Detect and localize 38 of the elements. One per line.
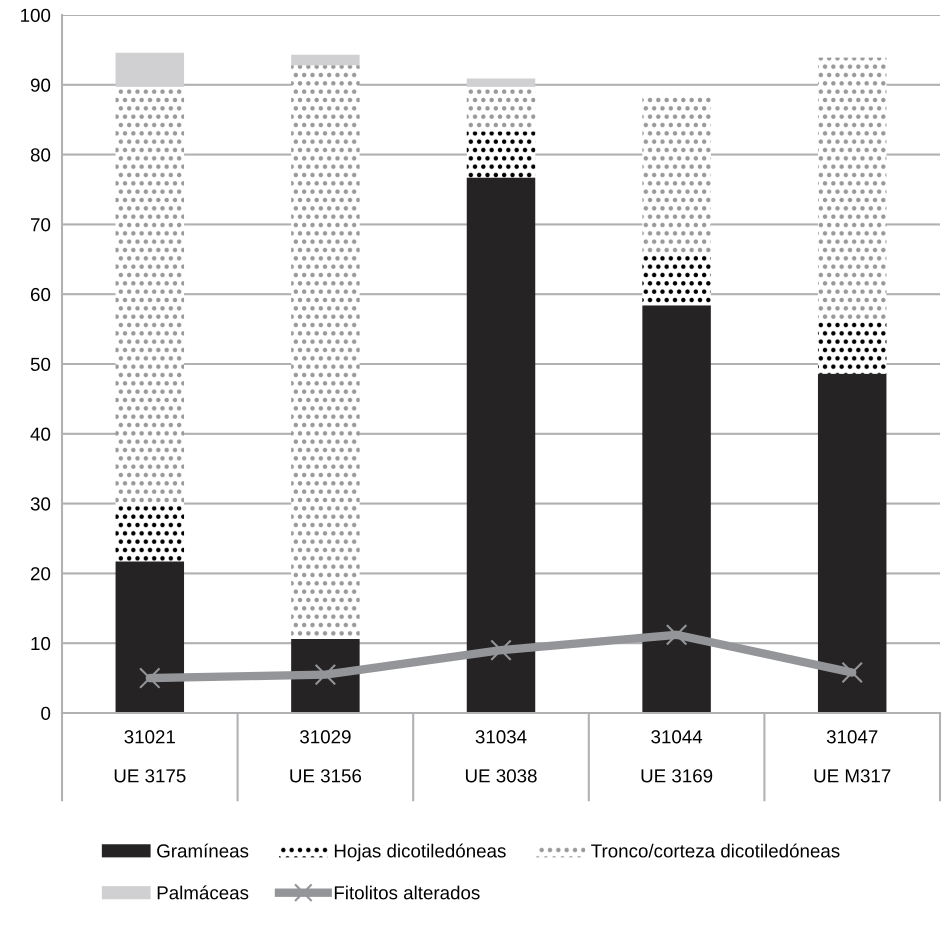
bar [818,320,886,374]
category-label: 31044 UE 3169 [642,730,712,782]
bar [116,52,184,87]
y-tick-label: 30 [30,497,50,511]
y-tick-label: 40 [30,428,50,441]
point [490,639,512,661]
point [139,667,161,689]
y-tick-label: 100 [21,8,50,22]
legend-label: Fitolitos alterados [334,886,480,900]
bar [642,305,711,713]
legend-label: Hojas dicotiledóneas [334,844,506,862]
bar [642,252,711,306]
bar [642,94,711,252]
bar [818,374,886,713]
category-label: 31047 UE M317 [814,730,890,782]
bar [466,132,536,178]
y-tick-label: 60 [30,288,50,302]
bar [116,562,184,713]
legend-label: Tronco/corteza dicotiledóneas [591,844,840,858]
y-tick-label: 0 [41,706,50,720]
point [841,662,863,684]
bar [818,58,886,320]
category-label: 31034 UE 3038 [466,730,537,782]
bar [291,54,360,66]
bar [466,78,536,87]
y-tick-label: 70 [30,218,50,232]
legend-label: Gramíneas [157,844,248,858]
bar [466,178,536,713]
legend-label: Palmáceas [158,885,248,900]
y-tick-label: 80 [30,148,50,162]
point [666,624,688,646]
category-label: 31021 UE 3175 [114,730,186,782]
bar [116,506,184,562]
y-tick-label: 20 [30,567,50,580]
category-label: 31029 UE 3156 [290,730,362,782]
y-tick-label: 10 [31,636,50,650]
y-tick-label: 90 [30,78,50,92]
y-tick-label: 50 [30,358,50,371]
